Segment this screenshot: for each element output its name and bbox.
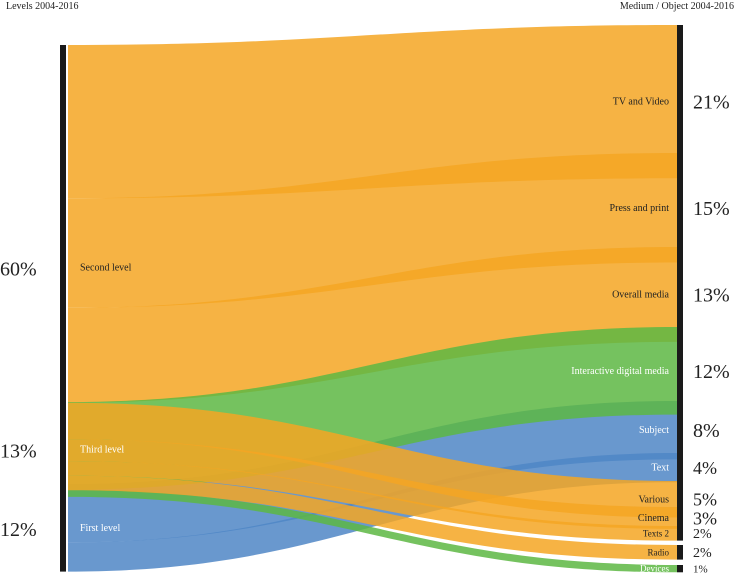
target-label-cinema: Cinema <box>638 513 670 524</box>
link-second-level-to-radio <box>68 475 677 560</box>
target-percent-text: 4% <box>693 458 717 478</box>
source-percent-third-level: 13% <box>0 440 37 462</box>
source-bar-third-level <box>60 402 66 497</box>
target-label-subject: Subject <box>639 425 669 436</box>
source-bar-second-level <box>60 45 66 491</box>
source-bar-first-level <box>60 484 66 572</box>
target-label-overall-media: Overall media <box>612 289 669 300</box>
link-second-level-to-tv-and-video <box>68 25 677 199</box>
target-bar-tv-and-video <box>677 25 683 179</box>
target-label-press-and-print: Press and print <box>610 203 670 214</box>
target-percent-various: 5% <box>693 490 717 510</box>
source-label-first-level: First level <box>80 523 120 534</box>
target-percent-tv-and-video: 21% <box>693 92 730 114</box>
target-label-devices: Devices <box>640 564 669 574</box>
target-bar-texts-2 <box>677 526 683 541</box>
target-percent-subject: 8% <box>693 420 720 442</box>
target-bar-various <box>677 481 683 518</box>
source-label-second-level: Second level <box>80 263 132 274</box>
link-second-level-to-cinema <box>68 439 677 529</box>
target-percent-texts-2: 2% <box>693 527 712 542</box>
target-percent-overall-media: 13% <box>693 284 730 306</box>
target-bar-devices <box>677 565 683 573</box>
target-percent-press-and-print: 15% <box>693 198 730 220</box>
target-bar-press-and-print <box>677 153 683 263</box>
target-label-radio: Radio <box>648 547 670 557</box>
target-label-various: Various <box>638 494 669 505</box>
source-percent-first-level: 12% <box>0 519 37 541</box>
target-bar-radio <box>677 545 683 560</box>
link-third-level-to-devices <box>68 489 677 573</box>
target-percent-devices: 1% <box>693 564 708 576</box>
target-bar-cinema <box>677 507 683 529</box>
left-axis-header: Levels 2004-2016 <box>6 1 79 12</box>
source-percent-second-level: 60% <box>0 259 37 281</box>
link-second-level-to-press-and-print <box>68 153 677 308</box>
link-second-level-to-overall-media <box>68 247 677 403</box>
target-label-text: Text <box>651 463 669 474</box>
link-second-level-to-texts-2 <box>68 461 677 541</box>
target-bar-text <box>677 453 683 483</box>
target-bar-interactive-digital-media <box>677 327 683 415</box>
target-bar-overall-media <box>677 247 683 342</box>
target-label-interactive-digital-media: Interactive digital media <box>571 366 669 377</box>
nodes-layer: Second level 60% Third level 13% First level… <box>0 25 730 576</box>
target-label-tv-and-video: TV and Video <box>613 97 669 108</box>
target-percent-radio: 2% <box>693 546 712 561</box>
target-percent-cinema: 3% <box>693 508 717 528</box>
target-label-texts-2: Texts 2 <box>643 528 669 538</box>
source-label-third-level: Third level <box>80 444 124 455</box>
right-axis-header: Medium / Object 2004-2016 <box>619 1 734 12</box>
links-layer <box>68 25 677 573</box>
target-bar-subject <box>677 401 683 460</box>
target-percent-interactive-digital-media: 12% <box>693 361 730 383</box>
link-second-level-to-various <box>68 402 677 518</box>
